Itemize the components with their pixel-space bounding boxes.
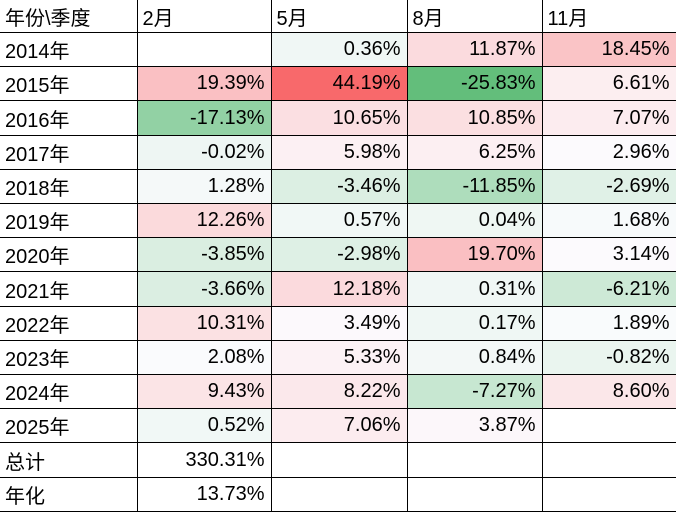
value-cell[interactable]: 0.31% [406,271,543,307]
row-label-cell[interactable]: 2021年 [0,271,138,307]
row-label-cell[interactable]: 2018年 [0,168,138,205]
value-cell[interactable]: 2.96% [541,134,676,170]
value-cell[interactable]: -3.66% [136,271,272,307]
header-cell-aug[interactable]: 8月 [406,0,543,33]
row-label-cell[interactable]: 2015年 [0,66,138,102]
header-cell-may[interactable]: 5月 [270,0,408,33]
header-cell-nov[interactable]: 11月 [541,0,676,33]
value-cell[interactable]: -6.21% [541,271,676,307]
row-label-cell[interactable]: 2020年 [0,237,138,273]
value-cell[interactable]: 11.87% [406,32,543,68]
value-cell[interactable] [541,442,676,478]
year-row: 2023年 2.08% 5.33% 0.84% -0.82% [0,339,676,376]
value-cell[interactable]: 8.22% [270,374,408,410]
value-cell[interactable]: -3.85% [136,237,272,273]
value-cell[interactable]: -17.13% [136,100,272,136]
year-row: 2016年 -17.13% 10.65% 10.85% 7.07% [0,100,676,136]
value-cell[interactable] [541,476,676,512]
value-cell[interactable]: 5.98% [270,134,408,170]
year-row: 2020年 -3.85% -2.98% 19.70% 3.14% [0,237,676,273]
header-cell-feb[interactable]: 2月 [136,0,272,33]
value-cell[interactable] [406,442,543,478]
value-cell[interactable] [541,408,676,444]
value-cell[interactable]: 12.18% [270,271,408,307]
value-cell[interactable]: 10.85% [406,100,543,136]
value-cell[interactable] [270,442,408,478]
value-cell[interactable]: -2.69% [541,168,676,205]
value-cell[interactable]: 330.31% [136,442,272,478]
table-body: 2014年 0.36% 11.87% 18.45% 2015年 19.39% 44.19% -… [0,32,676,512]
summary-row: 年化 13.73% [0,476,676,512]
value-cell[interactable]: -2.98% [270,237,408,273]
value-cell[interactable]: 3.49% [270,305,408,341]
value-cell[interactable]: 1.89% [541,305,676,341]
header-row: 年份\季度 2月 5月 8月 11月 [0,0,676,33]
year-row: 2019年 12.26% 0.57% 0.04% 1.68% [0,203,676,239]
year-row: 2017年 -0.02% 5.98% 6.25% 2.96% [0,134,676,170]
value-cell[interactable]: 19.70% [406,237,543,273]
value-cell[interactable]: 12.26% [136,203,272,239]
year-row: 2022年 10.31% 3.49% 0.17% 1.89% [0,305,676,341]
value-cell[interactable]: -0.02% [136,134,272,170]
value-cell[interactable]: 0.04% [406,203,543,239]
value-cell[interactable] [270,476,408,512]
row-label-cell[interactable]: 2019年 [0,203,138,239]
value-cell[interactable]: 6.61% [541,66,676,102]
row-label-cell[interactable]: 2025年 [0,408,138,444]
value-cell[interactable]: 1.28% [136,168,272,205]
value-cell[interactable]: 1.68% [541,203,676,239]
value-cell[interactable]: -11.85% [406,168,543,205]
row-label-cell[interactable]: 总计 [0,442,138,478]
row-label-cell[interactable]: 2022年 [0,305,138,341]
value-cell[interactable]: 9.43% [136,374,272,410]
value-cell[interactable]: 44.19% [270,66,408,102]
value-cell[interactable]: -25.83% [406,66,543,102]
value-cell[interactable]: -3.46% [270,168,408,205]
year-row: 2018年 1.28% -3.46% -11.85% -2.69% [0,168,676,205]
value-cell[interactable]: 8.60% [541,374,676,410]
header-cell-year-quarter[interactable]: 年份\季度 [0,0,138,33]
value-cell[interactable]: 19.39% [136,66,272,102]
summary-row: 总计 330.31% [0,442,676,478]
value-cell[interactable]: -0.82% [541,339,676,376]
row-label-cell[interactable]: 2017年 [0,134,138,170]
year-row: 2015年 19.39% 44.19% -25.83% 6.61% [0,66,676,102]
value-cell[interactable]: 3.87% [406,408,543,444]
row-label-cell[interactable]: 2024年 [0,374,138,410]
value-cell[interactable]: 10.65% [270,100,408,136]
row-label-cell[interactable]: 2014年 [0,32,138,68]
row-label-cell[interactable]: 2016年 [0,100,138,136]
value-cell[interactable]: 0.52% [136,408,272,444]
year-row: 2025年 0.52% 7.06% 3.87% [0,408,676,444]
value-cell[interactable]: 0.36% [270,32,408,68]
value-cell[interactable]: 0.84% [406,339,543,376]
year-row: 2024年 9.43% 8.22% -7.27% 8.60% [0,374,676,410]
value-cell[interactable]: 0.57% [270,203,408,239]
value-cell[interactable]: 3.14% [541,237,676,273]
value-cell[interactable] [406,476,543,512]
value-cell[interactable]: 5.33% [270,339,408,376]
value-cell[interactable]: 13.73% [136,476,272,512]
value-cell[interactable]: 18.45% [541,32,676,68]
value-cell[interactable]: 6.25% [406,134,543,170]
value-cell[interactable]: 7.07% [541,100,676,136]
value-cell[interactable] [136,32,272,68]
year-row: 2014年 0.36% 11.87% 18.45% [0,32,676,68]
value-cell[interactable]: -7.27% [406,374,543,410]
row-label-cell[interactable]: 年化 [0,476,138,512]
row-label-cell[interactable]: 2023年 [0,339,138,376]
value-cell[interactable]: 7.06% [270,408,408,444]
year-row: 2021年 -3.66% 12.18% 0.31% -6.21% [0,271,676,307]
value-cell[interactable]: 2.08% [136,339,272,376]
value-cell[interactable]: 0.17% [406,305,543,341]
value-cell[interactable]: 10.31% [136,305,272,341]
